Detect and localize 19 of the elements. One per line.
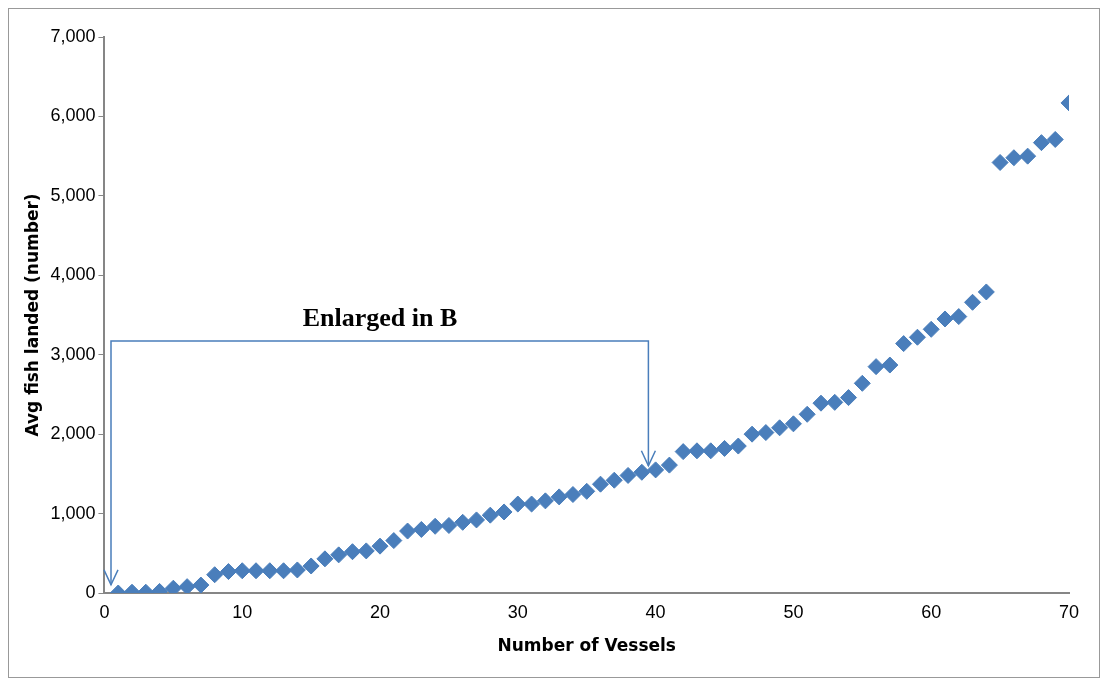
x-tick-label: 70 [1058,601,1080,622]
y-tick-label: 6,000 [50,105,96,126]
x-tick-label: 10 [232,601,253,622]
annotation: Enlarged in B [301,303,459,334]
x-tick-label: 30 [507,601,528,622]
y-tick-label: 4,000 [50,264,96,285]
y-tick-label: 3,000 [50,343,96,364]
y-tick-label: 1,000 [50,502,96,523]
x-tick-label: 60 [921,601,942,622]
x-tick-label: 20 [370,601,391,622]
x-tick-label: 50 [783,601,804,622]
y-tick-label: 2,000 [50,423,96,444]
y-tick-label: 7,000 [50,25,96,46]
x-tick-label: 0 [99,601,110,622]
y-tick-label: 0 [85,581,96,602]
x-tick-label: 40 [645,601,666,622]
x-axis-title: Number of Vessels [497,635,676,656]
y-axis-title: Avg fish landed (number) [21,193,42,437]
y-tick-label: 5,000 [50,184,96,205]
